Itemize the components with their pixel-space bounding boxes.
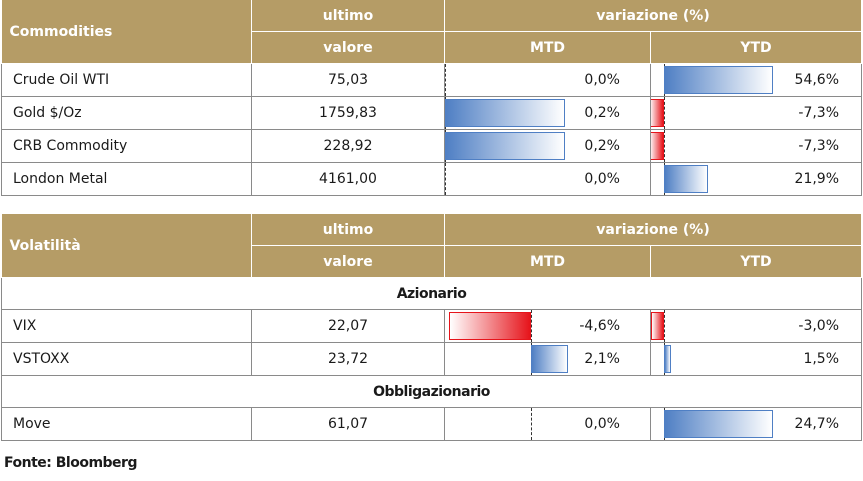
mtd-value: 2,1% [584,351,620,367]
ytd-value: 54,6% [794,72,840,88]
mtd-cell: 0,0% [444,407,651,441]
ytd-bar [664,410,773,438]
row-last-value: 228,92 [251,129,445,163]
last-value-header-top: ultimo [251,214,445,246]
table-row: London Metal 4161,00 0,0% 21,9% [1,162,863,196]
ytd-value: 24,7% [794,416,840,432]
ytd-bar [664,66,774,94]
commodities-table: Commodities ultimo variazione (%) valore… [1,0,863,196]
ytd-header: YTD [649,31,863,64]
mtd-header: MTD [444,31,651,64]
change-header: variazione (%) [443,214,863,246]
mtd-bar [445,132,565,160]
row-name: VIX [1,309,252,343]
mtd-cell: 0,0% [444,63,651,97]
mtd-value: 0,2% [584,105,620,121]
ytd-header: YTD [649,245,863,278]
last-value-header-top: ultimo [251,0,445,32]
ytd-axis-line [664,130,665,162]
mtd-value: 0,0% [584,416,620,432]
mtd-cell: 0,2% [444,96,651,130]
row-last-value: 75,03 [251,63,445,97]
row-name: CRB Commodity [1,129,252,163]
ytd-cell: -3,0% [649,309,863,343]
mtd-value: 0,0% [584,171,620,187]
table-row: CRB Commodity 228,92 0,2% -7,3% [1,129,863,163]
row-last-value: 1759,83 [251,96,445,130]
volatility-table: Volatilità ultimo variazione (%) valore … [0,214,863,441]
category-header: Commodities [1,0,252,64]
mtd-axis-line [445,64,446,96]
ytd-value: -7,3% [798,138,840,154]
source-note: Fonte: Bloomberg [4,455,137,471]
ytd-cell: -7,3% [649,96,863,130]
mtd-axis-line [531,408,532,440]
mtd-cell: 0,2% [444,129,651,163]
mtd-bar [449,312,531,340]
ytd-value: -3,0% [798,318,840,334]
table-row: VIX 22,07 -4,6% -3,0% [1,309,863,343]
ytd-cell: 54,6% [649,63,863,97]
row-name: VSTOXX [1,342,252,376]
mtd-value: 0,2% [584,138,620,154]
ytd-cell: -7,3% [649,129,863,163]
row-last-value: 61,07 [251,407,445,441]
ytd-value: -7,3% [798,105,840,121]
category-header: Volatilità [1,214,252,278]
table-row: Move 61,07 0,0% 24,7% [1,407,863,441]
mtd-bar [531,345,569,373]
mtd-axis-line [445,163,446,195]
mtd-axis-line [531,310,532,342]
last-value-header-bottom: valore [251,245,445,278]
ytd-bar [664,345,671,373]
ytd-bar [664,165,708,193]
ytd-cell: 24,7% [649,407,863,441]
last-value-header-bottom: valore [251,31,445,64]
ytd-bar [651,312,664,340]
change-header: variazione (%) [443,0,863,32]
ytd-bar [651,132,664,160]
section-bond-label: Obbligazionario [0,375,863,408]
row-last-value: 4161,00 [251,162,445,196]
row-last-value: 22,07 [251,309,445,343]
mtd-header: MTD [444,245,651,278]
ytd-axis-line [664,97,665,129]
row-name: Move [1,407,252,441]
ytd-axis-line [664,310,665,342]
mtd-value: -4,6% [579,318,620,334]
mtd-cell: 0,0% [444,162,651,196]
row-last-value: 23,72 [251,342,445,376]
table-row: Crude Oil WTI 75,03 0,0% 54,6% [1,63,863,97]
mtd-cell: -4,6% [444,309,651,343]
mtd-cell: 2,1% [444,342,651,376]
section-equity-label: Azionario [0,277,863,310]
ytd-cell: 21,9% [649,162,863,196]
ytd-cell: 1,5% [649,342,863,376]
ytd-bar [651,99,664,127]
mtd-bar [445,99,565,127]
row-name: London Metal [1,162,252,196]
ytd-value: 21,9% [794,171,840,187]
mtd-value: 0,0% [584,72,620,88]
table-row: VSTOXX 23,72 2,1% 1,5% [1,342,863,376]
table-row: Gold $/Oz 1759,83 0,2% -7,3% [1,96,863,130]
ytd-value: 1,5% [803,351,840,367]
row-name: Gold $/Oz [1,96,252,130]
row-name: Crude Oil WTI [1,63,252,97]
